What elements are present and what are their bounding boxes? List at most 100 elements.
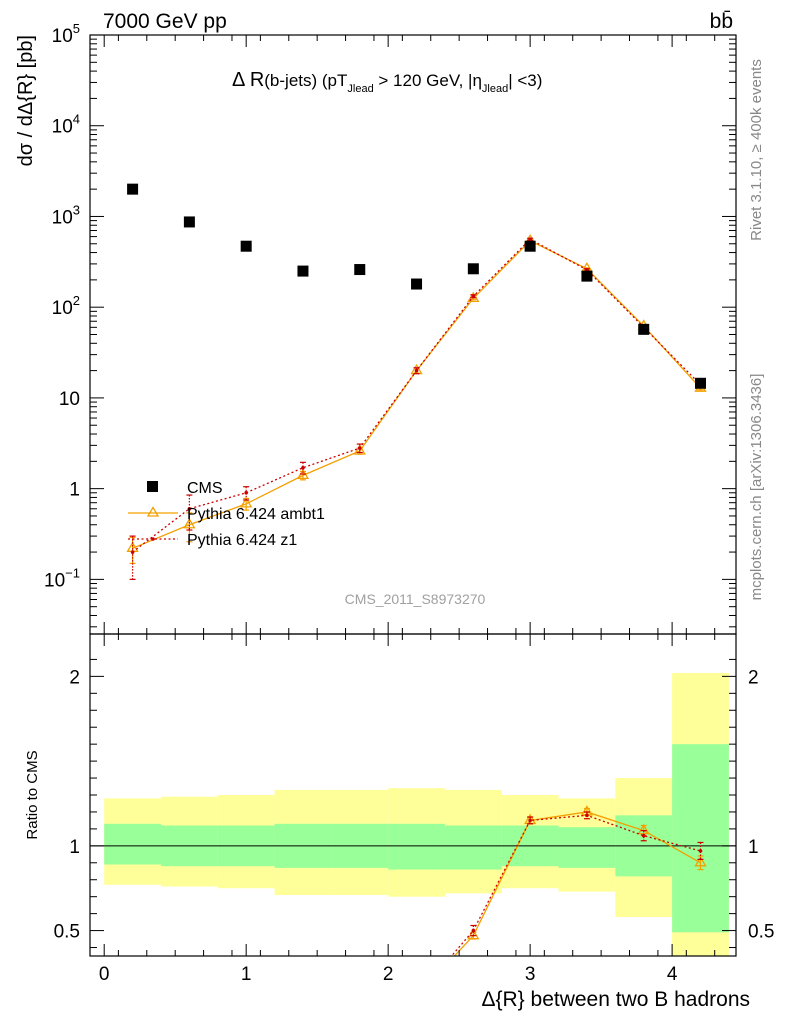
- y-tick-label-base: 10: [44, 570, 65, 591]
- title-mid: > 120 GeV, |η: [374, 71, 482, 90]
- ambt1-point: [298, 1009, 308, 1018]
- y-tick-label: 104: [52, 112, 80, 138]
- band-inner-bin: [444, 825, 502, 870]
- cms-data-point: [297, 265, 309, 277]
- title-sub2: Jlead: [482, 83, 508, 95]
- band-inner-bin: [104, 823, 161, 865]
- cms-data-point: [638, 323, 650, 335]
- z1-point: [188, 1013, 192, 1017]
- y-tick-label: 1: [69, 480, 80, 501]
- process-label: bb̄: [710, 10, 733, 33]
- y-tick-label-base: 10: [52, 298, 73, 319]
- cms-data-point: [354, 264, 366, 276]
- analysis-watermark: CMS_2011_S8973270: [345, 591, 486, 607]
- z1-point: [357, 446, 362, 450]
- ambt1-point: [240, 497, 253, 508]
- cms-data-point: [411, 278, 423, 290]
- legend-marker-z1: [151, 537, 155, 541]
- ambt1-point: [412, 991, 422, 1000]
- main-y-axis-label: dσ / dΔ{R} [pb]: [15, 35, 37, 166]
- cms-data-point: [524, 240, 536, 252]
- ambt1-point: [241, 1010, 251, 1019]
- x-tick-label: 0: [99, 964, 110, 985]
- y-tick-label: 105: [52, 21, 80, 47]
- cms-data-point: [581, 270, 593, 282]
- z1-point: [528, 237, 532, 242]
- x-tick-label: 1: [241, 964, 252, 985]
- y-tick-label: 103: [52, 202, 80, 228]
- z1-point: [641, 833, 646, 838]
- y-tick-label-exponent: 3: [73, 202, 80, 217]
- z1-point: [414, 368, 419, 373]
- ambt1-point: [128, 1010, 138, 1019]
- main-plot-series: [126, 183, 707, 580]
- cms-data-point: [183, 216, 195, 228]
- ratio-y-tick-label-left: 1: [69, 837, 80, 858]
- y-tick-label-base: 10: [52, 26, 73, 47]
- z1-point: [131, 1013, 135, 1017]
- z1-point: [698, 849, 703, 853]
- z1-point: [301, 465, 305, 470]
- y-tick-label-base: 10: [52, 207, 73, 228]
- legend-label-cms: CMS: [187, 480, 223, 497]
- z1-point: [585, 813, 589, 818]
- y-tick-label-base: 10: [52, 117, 73, 138]
- ambt1-point: [184, 1010, 194, 1019]
- ambt1-point: [694, 856, 707, 867]
- cms-data-point: [695, 377, 707, 389]
- cms-data-point: [240, 240, 252, 252]
- cms-data-point: [467, 263, 479, 275]
- ambt1-point: [467, 291, 480, 303]
- z1-point: [301, 1012, 305, 1016]
- legend-label-ambt1: Pythia 6.424 ambt1: [187, 506, 325, 523]
- y-tick-label-exponent: 2: [73, 293, 80, 308]
- band-inner-bin: [672, 744, 729, 933]
- ambt1-point: [353, 444, 366, 455]
- legend-marker-ambt1: [146, 506, 160, 517]
- legend-marker-cms: [147, 481, 158, 492]
- ratio-y-tick-label-right: 0.5: [748, 922, 774, 943]
- z1-point: [471, 294, 476, 299]
- ratio-y-tick-label-left: 0.5: [54, 922, 80, 943]
- legend: CMS Pythia 6.424 ambt1 Pythia 6.424 z1: [128, 480, 325, 549]
- plot-title: Δ R(b-jets) (pTJlead > 120 GeV, |ηJlead|…: [232, 69, 542, 95]
- ambt1-line: [453, 811, 701, 956]
- x-tick-label: 2: [383, 964, 394, 985]
- ambt1-point: [355, 1008, 365, 1017]
- energy-label: 7000 GeV pp: [103, 10, 227, 33]
- ratio-y-tick-label-right: 2: [748, 667, 759, 688]
- x-tick-label: 3: [525, 964, 536, 985]
- title-suffix: | <3): [508, 71, 542, 90]
- z1-point: [130, 550, 135, 554]
- band-inner-bin: [558, 827, 616, 868]
- title-prefix: Δ R: [232, 69, 264, 91]
- y-tick-label-exponent: 4: [73, 112, 80, 127]
- y-tick-label: 10: [59, 389, 80, 410]
- band-inner-bin: [388, 823, 445, 870]
- ambt1-point: [183, 517, 196, 529]
- ratio-plot-series: [128, 805, 707, 1019]
- z1-point: [358, 1012, 362, 1016]
- y-tick-label: 10−1: [44, 565, 80, 591]
- title-body: (b-jets) (pT: [264, 71, 347, 90]
- ratio-y-tick-label-right: 1: [748, 837, 759, 858]
- legend-label-z1: Pythia 6.424 z1: [187, 532, 297, 549]
- ratio-y-tick-label-left: 2: [69, 667, 80, 688]
- z1-point: [528, 818, 532, 823]
- rivet-label: Rivet 3.1.10, ≥ 400k events: [748, 59, 765, 241]
- ratio-uncertainty-bands: [104, 672, 729, 956]
- z1-point: [244, 490, 248, 495]
- mcplots-label: mcplots.cern.ch [arXiv:1306.3436]: [748, 374, 765, 601]
- ratio-y-axis-label: Ratio to CMS: [24, 750, 41, 839]
- z1-point: [187, 506, 192, 511]
- x-axis-label: Δ{R} between two B hadrons: [481, 988, 750, 1011]
- title-sub1: Jlead: [347, 83, 373, 95]
- y-tick-label-exponent: 5: [73, 21, 80, 36]
- y-tick-label-exponent: −1: [65, 565, 80, 580]
- z1-point: [244, 1013, 248, 1017]
- cms-data-point: [127, 183, 139, 195]
- y-tick-label: 102: [52, 293, 80, 319]
- x-tick-label: 4: [667, 964, 678, 985]
